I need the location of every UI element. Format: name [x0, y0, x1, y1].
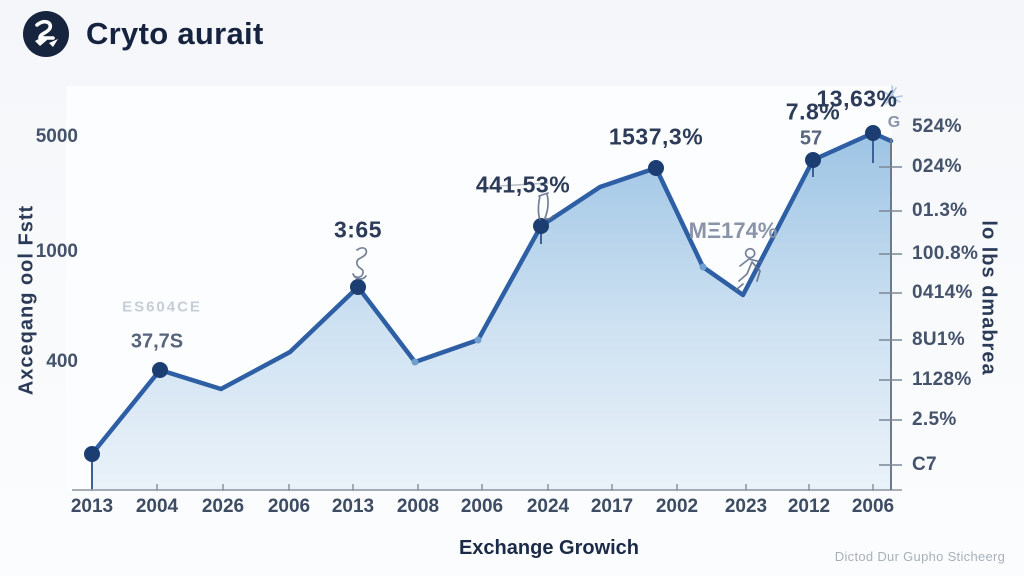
y-right-tick-label: 524% — [912, 116, 962, 137]
point-label-441-53: 441,53% — [475, 171, 571, 198]
y-left-tick-label: 5000 — [35, 126, 78, 147]
x-tick-label: 2006 — [267, 496, 311, 517]
x-tick-label: 2008 — [396, 496, 440, 517]
doodle-squiggle-icon — [352, 247, 368, 280]
y-axis-label-right: lo lbs dmabrea — [977, 220, 1000, 376]
point-label-1537-3: 1537,3% — [608, 123, 704, 150]
x-tick-label: 2004 — [135, 496, 179, 517]
point-label-7-8: 7.8% — [785, 98, 841, 125]
data-point-marker-small — [411, 358, 419, 366]
y-right-tick-label: C7 — [912, 454, 937, 475]
page-title: Cryto aurait — [86, 16, 264, 51]
y-left-tick-label: 1000 — [35, 241, 78, 262]
point-label-m174: MΞ174% — [688, 218, 778, 243]
x-tick-label: 2017 — [590, 496, 634, 517]
point-label-g: G — [887, 114, 901, 131]
y-left-tick-label: 400 — [46, 351, 78, 372]
x-tick-label: 2013 — [70, 496, 114, 517]
axes-group — [72, 138, 902, 491]
point-label-57: 57 — [799, 127, 823, 150]
x-axis-title: Exchange Growich — [458, 537, 640, 559]
y-axis-label-left: Axceqang ool Fstt — [15, 204, 38, 396]
data-point-dot — [805, 152, 821, 168]
data-point-dot — [84, 446, 100, 462]
data-point-dot — [152, 362, 168, 378]
area-fill — [92, 133, 891, 490]
sketch-doodles-group — [352, 85, 903, 291]
doodle-hooks-icon — [537, 192, 554, 221]
y-right-tick-label: 100.8% — [912, 243, 979, 264]
header: Cryto aurait — [22, 10, 264, 58]
y-right-tick-label: 1128% — [912, 369, 972, 390]
doodle-scribble-star-icon — [881, 85, 903, 107]
x-tick-label: 2006 — [851, 496, 895, 517]
attribution-text: Dictod Dur Gupho Sticheerg — [834, 549, 1006, 564]
y-right-tick-label: 8U1% — [912, 329, 965, 350]
x-tick-label: 2026 — [201, 496, 245, 517]
data-point-marker-small — [474, 336, 482, 344]
x-tick-label: 2013 — [331, 496, 375, 517]
y-right-tick-label: 0414% — [912, 282, 973, 303]
x-tick-label: 2012 — [787, 496, 831, 517]
watermark-text: ES604CE — [122, 298, 202, 316]
y-right-tick-label: 01.3% — [912, 200, 968, 221]
data-point-dot — [865, 125, 881, 141]
strike-mark — [498, 182, 549, 187]
point-label-37-7s: 37,7S — [130, 330, 184, 353]
doodle-runner-icon — [735, 247, 762, 291]
data-point-dot — [350, 279, 366, 295]
data-point-dot — [648, 160, 664, 176]
data-point-dot — [533, 218, 549, 234]
data-points-group — [84, 125, 881, 462]
y-right-tick-label: 2.5% — [912, 409, 957, 430]
data-point-marker-small — [699, 263, 707, 271]
x-tick-label: 2024 — [526, 496, 570, 517]
point-label-3-65: 3:65 — [333, 216, 383, 243]
x-tick-label: 2023 — [724, 496, 768, 517]
x-tick-label: 2006 — [460, 496, 504, 517]
x-tick-label: 2002 — [655, 496, 699, 517]
crypto-logo-icon — [23, 11, 69, 57]
point-label-13-63: 13,63% — [816, 85, 898, 112]
y-right-tick-label: 024% — [912, 156, 962, 177]
